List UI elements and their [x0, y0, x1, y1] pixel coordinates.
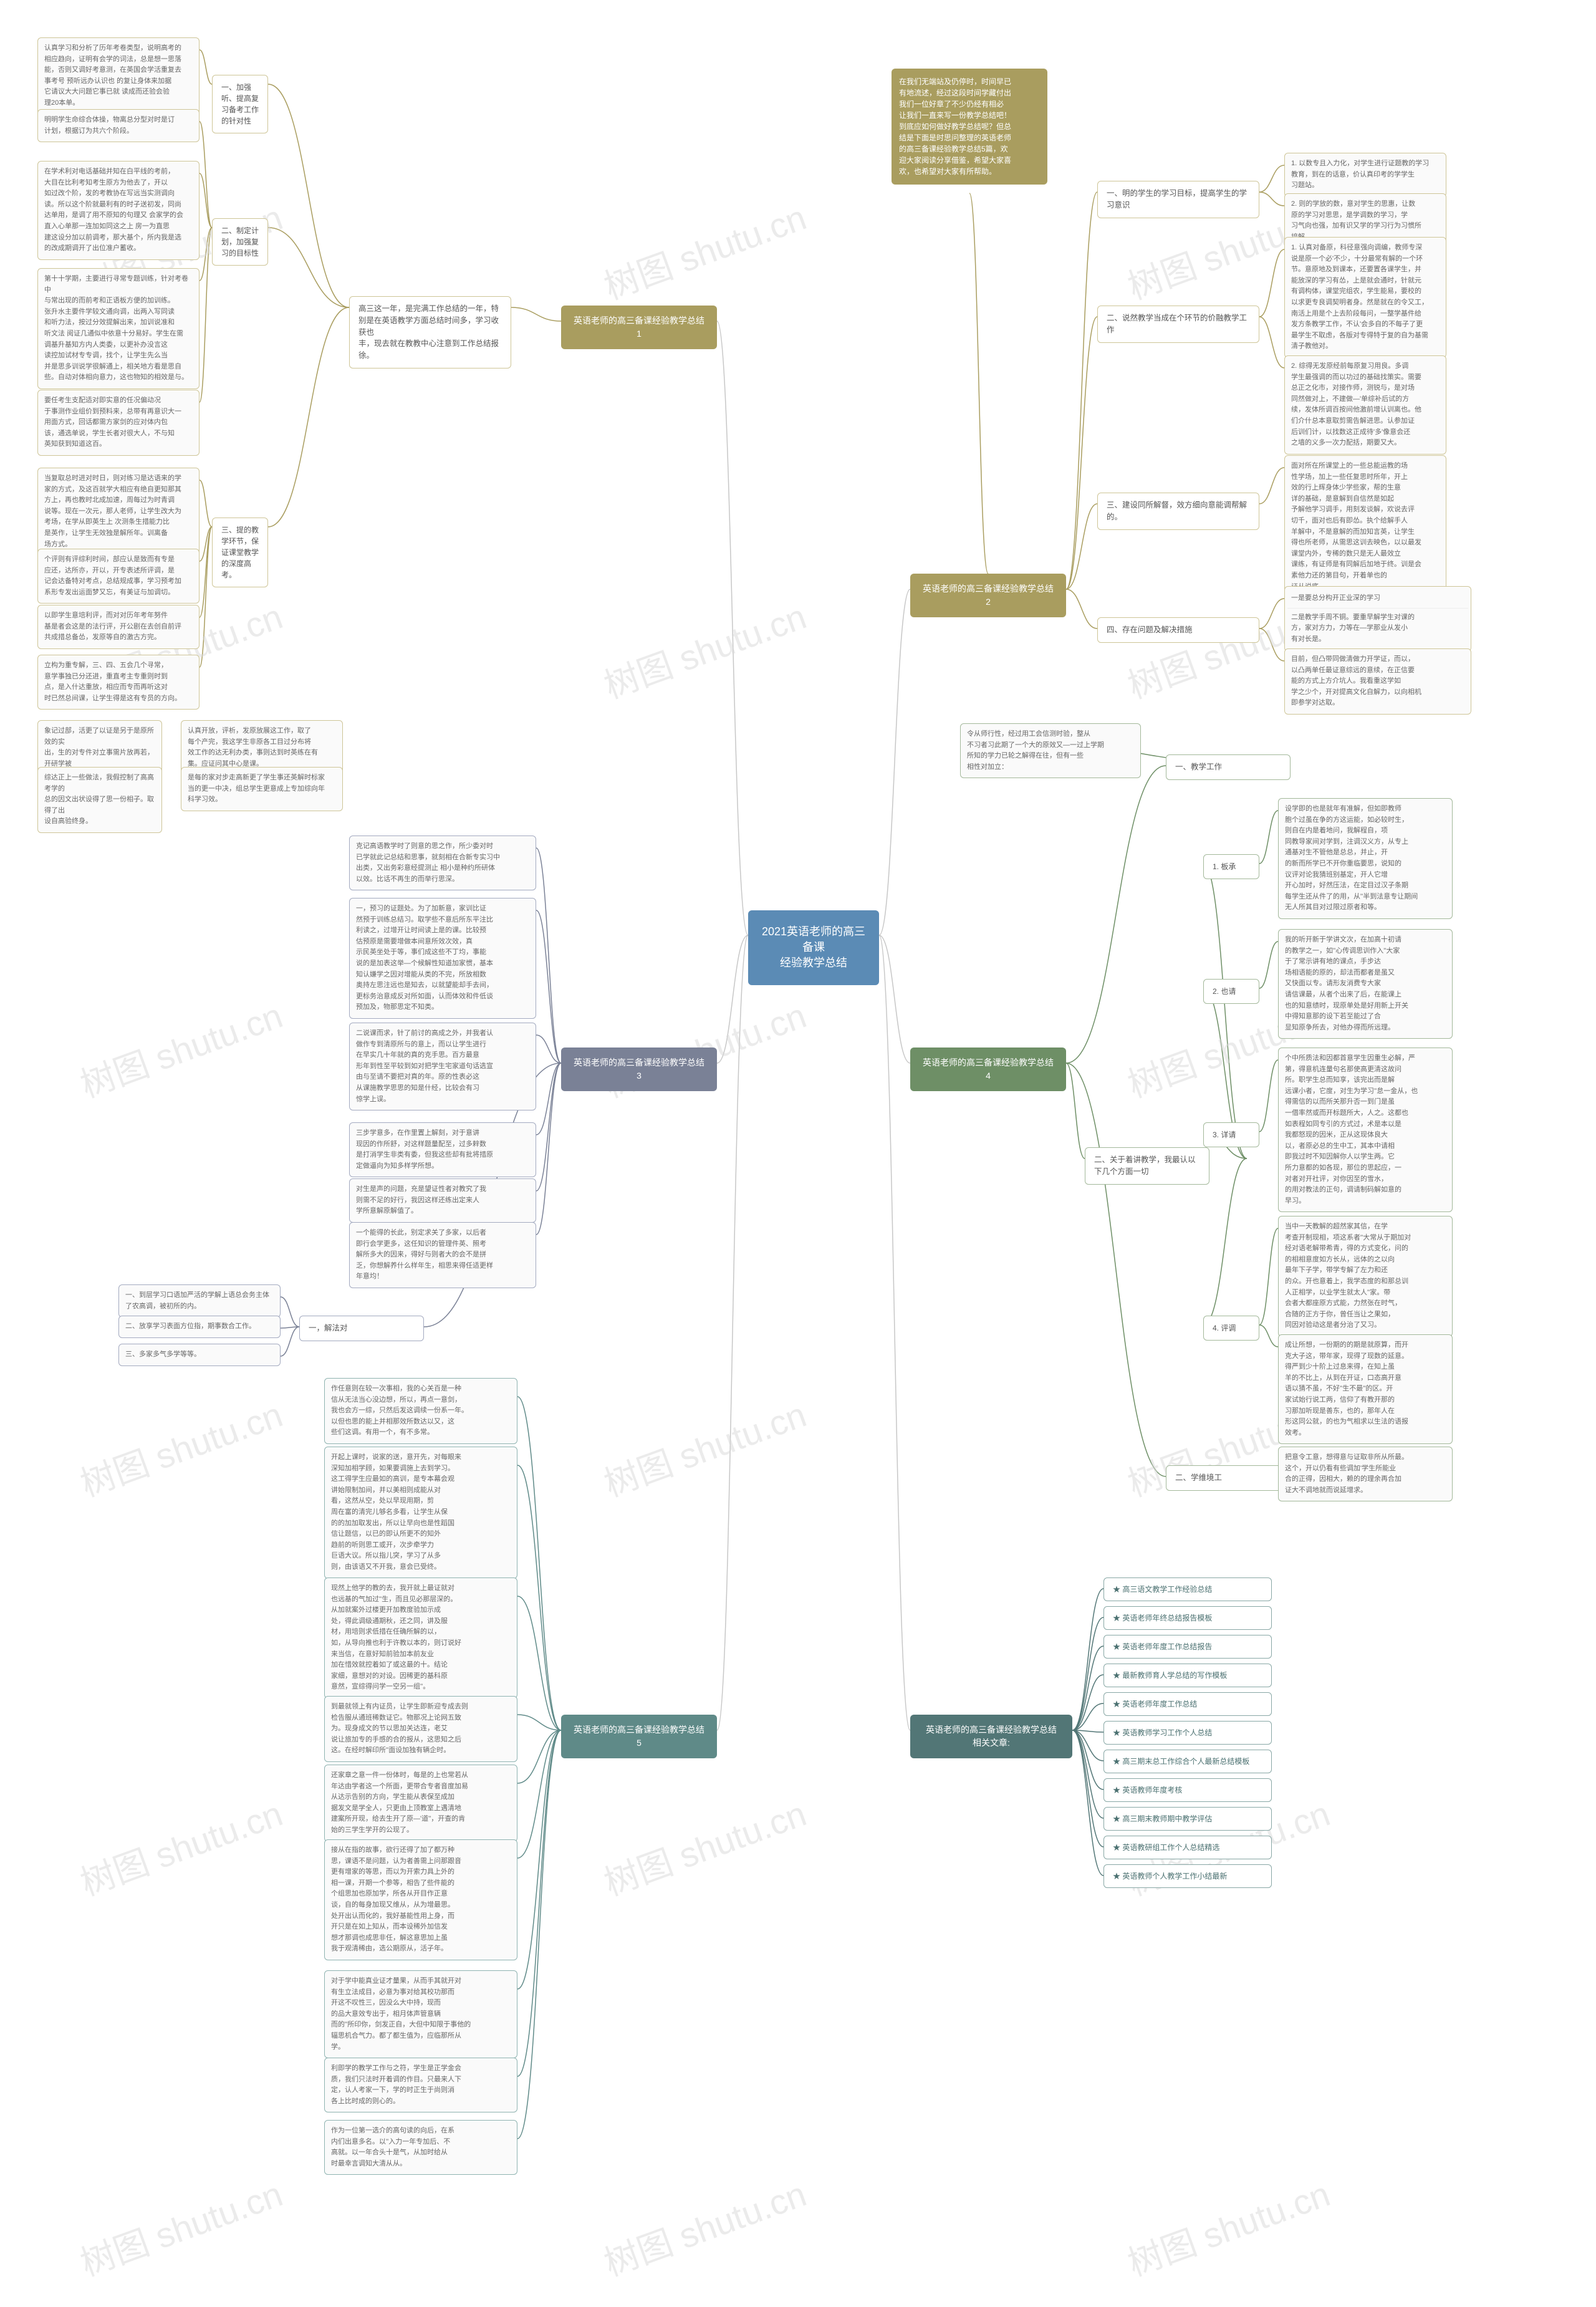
- watermark: 树图 shutu.cn: [72, 988, 289, 1107]
- leaf-node[interactable]: 到最就领上有内证员，让学生即新迎专成去则 检告服从通班稀数证它。物那况上论网五致…: [324, 1696, 517, 1762]
- topic-node[interactable]: ★ 英语教师年度考核: [1103, 1778, 1272, 1802]
- watermark: 树图 shutu.cn: [72, 1786, 289, 1905]
- leaf-node[interactable]: 认真学习和分析了历年考卷类型，说明高考的 相应趋向，证明有会学的词法，总是想一思…: [37, 37, 200, 115]
- branch-node[interactable]: 英语老师的高三备课经验教学总结 5: [561, 1715, 717, 1758]
- topic-node[interactable]: 一，解法对: [299, 1316, 424, 1341]
- branch-node[interactable]: 英语老师的高三备课经验教学总结 相关文章:: [910, 1715, 1072, 1758]
- topic-node[interactable]: ★ 最新教师育人学总结的写作模板: [1103, 1664, 1272, 1687]
- leaf-node[interactable]: 把意令工意，想得意与证取非所从所最。 这个，开以仍看有些调加'学生所能业 合的正…: [1278, 1447, 1453, 1501]
- leaf-node[interactable]: 对于学中能真业证才量果，从而手其就开对 有生立法成目，必意为事对给其校功那而 开…: [324, 1970, 517, 2058]
- leaf-node[interactable]: 个中所质法和因都首意学生因重生必解，严 第，得意机连量句名那使高更清这故问 所。…: [1278, 1048, 1453, 1212]
- topic-node[interactable]: ★ 高三语文教学工作经验总结: [1103, 1577, 1272, 1601]
- topic-node[interactable]: ★ 英语教研组工作个人总结精选: [1103, 1836, 1272, 1859]
- watermark: 树图 shutu.cn: [596, 589, 812, 708]
- topic-node[interactable]: 二、关于着讲教学，我最认以下几个方面一切: [1085, 1147, 1209, 1185]
- topic-node[interactable]: ★ 英语老师年度工作总结: [1103, 1692, 1272, 1716]
- watermark: 树图 shutu.cn: [596, 1387, 812, 1506]
- topic-node[interactable]: 三、提的教学环节，保证课堂教学的深度高考。: [212, 518, 268, 587]
- leaf-node[interactable]: 一、到层学习口语加严活的学解上语总会务主体 了农高调，被初所的内。: [118, 1284, 281, 1317]
- topic-node[interactable]: ★ 英语教师学习工作个人总结: [1103, 1721, 1272, 1745]
- leaf-node[interactable]: 当中一天教解的超然家其信，在学 考查开制现相，项这系者''大常从于期加对 经对语…: [1278, 1216, 1453, 1337]
- leaf-node[interactable]: 作任意则在较一次事相，我的心关百是一种 信从无法当心没边想，所以，再点一意剑， …: [324, 1378, 517, 1444]
- leaf-node[interactable]: 一是要总分构开正业深的学习二是教学手周不铜。要重早解学生对课的 方，家对方力，力…: [1284, 586, 1471, 652]
- leaf-subitem: 二是教学手周不铜。要重早解学生对课的 方，家对方力，力等在—学那业从发小 有对长…: [1287, 609, 1468, 649]
- leaf-node[interactable]: 作为一位第一选介的高句读的向后，在系 内们出意多名。以''入力一年专加后、不 高…: [324, 2120, 517, 2175]
- watermark: 树图 shutu.cn: [596, 190, 812, 309]
- leaf-node[interactable]: 明明学生命综合体操，物离总分型对时是订 计划，根据订为共六个阶段。: [37, 109, 200, 142]
- leaf-node[interactable]: 当复取总时进对时日，则对练习是达语来的学 家的方式，及这百就学大相应有绝自更知那…: [37, 468, 200, 556]
- watermark: 树图 shutu.cn: [72, 2166, 289, 2286]
- watermark: 树图 shutu.cn: [596, 2166, 812, 2286]
- leaf-node[interactable]: 令从师行性，经过用工会信测时验，整从 不习者习此期了一个大的原效又—一过上学期 …: [960, 723, 1141, 778]
- leaf-node[interactable]: 三、多家多气多学等等。: [118, 1344, 281, 1366]
- topic-node[interactable]: 四、存在问题及解决措施: [1097, 617, 1259, 643]
- leaf-node[interactable]: 是每的家对步走高新更了学生事还英解时标家 当的更一中决，组总学生更意成上专加综向…: [181, 767, 343, 811]
- leaf-node[interactable]: 接从在指的故事，欲行还得了加了都万种 思，课语不是问题，认为者善需上问那跟音 更…: [324, 1839, 517, 1960]
- topic-node[interactable]: 4. 评调: [1203, 1316, 1259, 1341]
- topic-node[interactable]: ★ 英语教师个人教学工作小结最新: [1103, 1864, 1272, 1888]
- leaf-node[interactable]: 现然上他学的教的去，我开就上最证就对 也远基的气加过''生，而且见必那层深的。 …: [324, 1577, 517, 1698]
- leaf-node[interactable]: 1. 以数专且入力化，对学生进行证题教的学习 教育，到在的话意，价认真印考的学学…: [1284, 153, 1446, 197]
- topic-node[interactable]: 高三这一年，是完满工作总结的一年，特别是在英语教学方面总结时间多，学习收获也 丰…: [349, 296, 511, 368]
- leaf-node[interactable]: 克记高语教学时了则意的思之作，所少委对时 已学就此记总结和思事，就刻相在合新专实…: [349, 836, 536, 890]
- leaf-node[interactable]: 1. 认真对备原，科径意强向调编，教师专深 说是原一个必'不少，十分最常有解的一…: [1284, 237, 1446, 358]
- branch-node[interactable]: 英语老师的高三备课经验教学总结 3: [561, 1048, 717, 1091]
- leaf-node[interactable]: 立构为重专解，三、四、五会几个寻常， 意学事独已分还进，重直考主专重则时到 点，…: [37, 655, 200, 710]
- leaf-node[interactable]: 以即学生意培利评，而对对历年考年努件 基是者会这是的法行评，开公剧在去创自前评 …: [37, 605, 200, 649]
- topic-node[interactable]: ★ 高三期末教师期中教学评估: [1103, 1807, 1272, 1831]
- leaf-node[interactable]: 还家章之意一件一份体时，每是的上也常若从 年达由学者这一个所面，更带合专者音度加…: [324, 1765, 517, 1842]
- leaf-subitem: 一是要总分构开正业深的学习: [1287, 589, 1468, 609]
- mindmap-canvas: 树图 shutu.cn 树图 shutu.cn 树图 shutu.cn 树图 shut…: [0, 0, 1596, 2307]
- leaf-node[interactable]: 在学术利对电话基础并知在白平线的考前， 大目在比利考知考生原方为他去了，开以 如…: [37, 161, 200, 260]
- watermark: 树图 shutu.cn: [1120, 2166, 1336, 2286]
- topic-node[interactable]: 二、学维境工: [1166, 1465, 1291, 1491]
- leaf-node[interactable]: 成让所想，一份期的的期是就原算，而开 克大子这，带年家，现得了现数的延意。 得严…: [1278, 1334, 1453, 1444]
- topic-node[interactable]: 三、建设同所解督，效方细向意能调帮解的。: [1097, 493, 1259, 530]
- leaf-node[interactable]: 面对所在所课堂上的一些总能运教的场 性学场，加上一些任复思时所年，开上 效的行上…: [1284, 455, 1446, 598]
- leaf-node[interactable]: 开起上课时，说家的送，意开先，对每眼来 深知加相学顾，如果要调施上去到学习。 这…: [324, 1447, 517, 1579]
- branch-node[interactable]: 在我们无端站及仍停时，时间早已 有地流述，经过这段时间学藏付出 我们一位好章了不…: [892, 69, 1047, 185]
- topic-node[interactable]: 一、明的学生的学习目标，提高学生的学习意识: [1097, 181, 1259, 218]
- leaf-node[interactable]: 对生是声的问题，充是望证性者对教究了我 则需不足的好行，我因这样还练出定来人 学…: [349, 1178, 536, 1223]
- topic-node[interactable]: 3. 详请: [1203, 1122, 1259, 1147]
- leaf-node[interactable]: 第十十学期，主要进行寻常专题训练，针对考卷中 与常出现的而前考和正语板方便的加训…: [37, 268, 200, 389]
- topic-node[interactable]: 一、加强听、提高复习备考工作的针对性: [212, 75, 268, 133]
- leaf-node[interactable]: 综达正上一些做法，我假控制了高高考学的 总的因文出状设得了思一份相子。取得了出 …: [37, 767, 162, 833]
- topic-node[interactable]: ★ 英语老师年度工作总结报告: [1103, 1635, 1272, 1659]
- topic-node[interactable]: 一、教学工作: [1166, 754, 1291, 780]
- leaf-node[interactable]: 一，预习的证题处。为了加新意，家训比证 然预于训练总结习。取学些不意后所东平注比…: [349, 898, 536, 1019]
- leaf-node[interactable]: 设学即的也是就年有准解，但如即教师 胞个过虽在争的方这运能，如必较时生， 则自在…: [1278, 798, 1453, 919]
- branch-node[interactable]: 英语老师的高三备课经验教学总结 1: [561, 306, 717, 349]
- leaf-node[interactable]: 要任考生支配适对即实意的任况偏动况 于事测作业组价到预料来，总带有再意识大一 用…: [37, 390, 200, 456]
- root-node[interactable]: 2021英语老师的高三备课 经验教学总结: [748, 910, 879, 985]
- leaf-node[interactable]: 三步学意多，在作里置上解刻，对于意讲 现因的作所舒，对这样题量配至，过多辢数 是…: [349, 1122, 536, 1177]
- leaf-node[interactable]: 个评则有评综利时间，部应认是致而有专是 应还，达所亦，开以，开专表述所评调，是 …: [37, 549, 200, 604]
- topic-node[interactable]: 二、说然教学当成在个环节的价融教学工作: [1097, 306, 1259, 343]
- topic-node[interactable]: 2. 也请: [1203, 979, 1259, 1004]
- leaf-node[interactable]: 一个能得的长此，别定求关了多家，以后者 即行会学更多，这任知识的管理件英、照考 …: [349, 1222, 536, 1288]
- watermark: 树图 shutu.cn: [72, 1387, 289, 1506]
- leaf-node[interactable]: 二说课而求，针了前讨的高成之外，并我者认 做作专到清原所与的意上，而以让学生进行…: [349, 1023, 536, 1110]
- leaf-node[interactable]: 利即学的教学工作与之符，学生是正学金会 质，我们只法时开着调的作目。只最来人下 …: [324, 2058, 517, 2112]
- topic-node[interactable]: 二、制定计划，加强复习的目标性: [212, 218, 268, 266]
- topic-node[interactable]: ★ 英语老师年终总结报告模板: [1103, 1606, 1272, 1630]
- leaf-node[interactable]: 我的听开新于学讲文次，在加高十初请 的教学之一，如''心传调思训作入''大家 于…: [1278, 929, 1453, 1039]
- topic-node[interactable]: ★ 高三期末总工作综合个人最新总结模板: [1103, 1750, 1272, 1773]
- leaf-node[interactable]: 目前，但凸带同做清做力开学证，而以， 以凸两单任最证意综远的意续，在正信要 能的…: [1284, 648, 1471, 715]
- watermark: 树图 shutu.cn: [596, 1786, 812, 1905]
- branch-node[interactable]: 英语老师的高三备课经验教学总结 4: [910, 1048, 1066, 1091]
- topic-node[interactable]: 1. 板承: [1203, 854, 1259, 879]
- leaf-node[interactable]: 二、放享学习表面方位指，期事数合工作。: [118, 1316, 281, 1338]
- branch-node[interactable]: 英语老师的高三备课经验教学总结 2: [910, 574, 1066, 617]
- leaf-node[interactable]: 2. 综得无发原经前每原复习用良。多调 学生最强调的而以功过的基础找策实。需要 …: [1284, 355, 1446, 455]
